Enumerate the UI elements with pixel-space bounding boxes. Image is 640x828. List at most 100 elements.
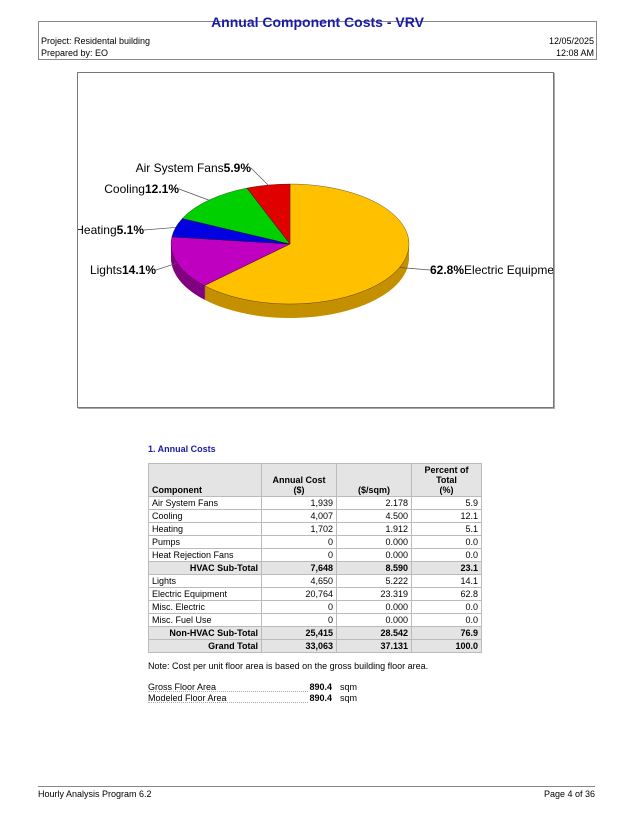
cell-c: Lights [148,574,262,588]
cell-b: 37.131 [336,639,412,653]
subtotal-row: Grand Total 33,063 37.131 100.0 [148,639,482,653]
cell-p: 0.0 [411,613,482,627]
slice-label: Air System Fans5.9% [136,161,252,175]
cell-b: 5.222 [336,574,412,588]
report-header: Annual Component Costs - VRV Project: Re… [38,15,597,60]
cell-b: 4.500 [336,509,412,523]
cell-a: 1,939 [261,496,337,510]
cell-c: Grand Total [148,639,262,653]
col-percent: Percent of Total (%) [411,463,482,497]
cell-c: Cooling [148,509,262,523]
cell-c: Electric Equipment [148,587,262,601]
area-unit: sqm [340,693,358,703]
cell-b: 0.000 [336,600,412,614]
pie-chart: 62.8%Electric Equipmen Lights14.1% Heating… [78,161,553,318]
area-value: 890.4 [309,693,332,703]
cell-b: 0.000 [336,548,412,562]
cell-a: 7,648 [261,561,337,575]
area-value: 890.4 [309,682,332,692]
annual-costs-table: Component Annual Cost ($) ($/sqm) Percen… [148,463,482,653]
cell-b: 8.590 [336,561,412,575]
leader-line [399,267,431,271]
cell-c: Heat Rejection Fans [148,548,262,562]
cell-b: 0.000 [336,535,412,549]
cell-p: 12.1 [411,509,482,523]
report-date: 12/05/2025 [548,36,594,46]
cell-b: 0.000 [336,613,412,627]
cell-c: Misc. Fuel Use [148,613,262,627]
cell-a: 33,063 [261,639,337,653]
table-row: Air System Fans 1,939 2.178 5.9 [148,496,482,510]
cell-a: 4,650 [261,574,337,588]
leader-line [178,188,209,201]
cell-c: Heating [148,522,262,536]
cell-p: 100.0 [411,639,482,653]
page-number: Page 4 of 36 [543,789,595,799]
table-row: Heating 1,702 1.912 5.1 [148,522,482,536]
subtotal-row: Non-HVAC Sub-Total 25,415 28.542 76.9 [148,626,482,640]
cell-p: 0.0 [411,548,482,562]
pie-chart-frame: 62.8%Electric Equipmen Lights14.1% Heating… [77,72,554,408]
table-row: Pumps 0 0.000 0.0 [148,535,482,549]
cell-p: 0.0 [411,600,482,614]
cell-p: 5.1 [411,522,482,536]
slice-label: Heating5.1% [78,223,144,237]
area-label: Gross Floor Area [148,682,308,692]
cell-p: 76.9 [411,626,482,640]
cell-p: 0.0 [411,535,482,549]
slice-label: 62.8%Electric Equipmen [430,263,553,277]
leader-line [250,167,269,186]
cell-a: 0 [261,600,337,614]
gross-floor-area: Gross Floor Area 890.4 sqm [148,682,488,693]
modeled-floor-area: Modeled Floor Area 890.4 sqm [148,693,488,704]
cell-c: Non-HVAC Sub-Total [148,626,262,640]
cell-c: Pumps [148,535,262,549]
col-annual-cost: Annual Cost ($) [261,463,337,497]
table-row: Electric Equipment 20,764 23.319 62.8 [148,587,482,601]
leader-line [155,262,178,271]
area-label: Modeled Floor Area [148,693,308,703]
table-row: Misc. Electric 0 0.000 0.0 [148,600,482,614]
cell-c: Misc. Electric [148,600,262,614]
cell-b: 23.319 [336,587,412,601]
slice-label: Lights14.1% [90,263,156,277]
cell-a: 1,702 [261,522,337,536]
cell-a: 20,764 [261,587,337,601]
table-row: Cooling 4,007 4.500 12.1 [148,509,482,523]
annual-costs-section: 1. Annual Costs Component Annual Cost ($… [148,444,488,704]
col-cost-per-sqm: ($/sqm) [336,463,412,497]
prepared-by: Prepared by: EO [41,48,109,58]
table-row: Lights 4,650 5.222 14.1 [148,574,482,588]
cell-p: 23.1 [411,561,482,575]
project-name: Project: Residental building [41,36,151,46]
cell-a: 25,415 [261,626,337,640]
cell-c: Air System Fans [148,496,262,510]
cell-c: HVAC Sub-Total [148,561,262,575]
slice-label: Cooling12.1% [104,182,179,196]
report-title: Annual Component Costs - VRV [211,14,424,30]
cell-a: 0 [261,548,337,562]
cell-a: 0 [261,613,337,627]
pie-slice-air-system-fans [246,183,291,245]
program-name: Hourly Analysis Program 6.2 [38,789,152,799]
section-title: 1. Annual Costs [148,444,216,454]
note: Note: Cost per unit floor area is based … [148,661,429,671]
cell-p: 5.9 [411,496,482,510]
col-component: Component [148,463,262,497]
cell-a: 0 [261,535,337,549]
cell-p: 14.1 [411,574,482,588]
cell-b: 2.178 [336,496,412,510]
cell-p: 62.8 [411,587,482,601]
cell-a: 4,007 [261,509,337,523]
leader-line [143,227,176,231]
footer: Hourly Analysis Program 6.2 Page 4 of 36 [38,786,595,800]
report-time: 12:08 AM [555,48,594,58]
pie-slice-cooling [182,187,291,245]
area-unit: sqm [340,682,358,692]
subtotal-row: HVAC Sub-Total 7,648 8.590 23.1 [148,561,482,575]
cell-b: 1.912 [336,522,412,536]
table-row: Heat Rejection Fans 0 0.000 0.0 [148,548,482,562]
table-row: Misc. Fuel Use 0 0.000 0.0 [148,613,482,627]
cell-b: 28.542 [336,626,412,640]
